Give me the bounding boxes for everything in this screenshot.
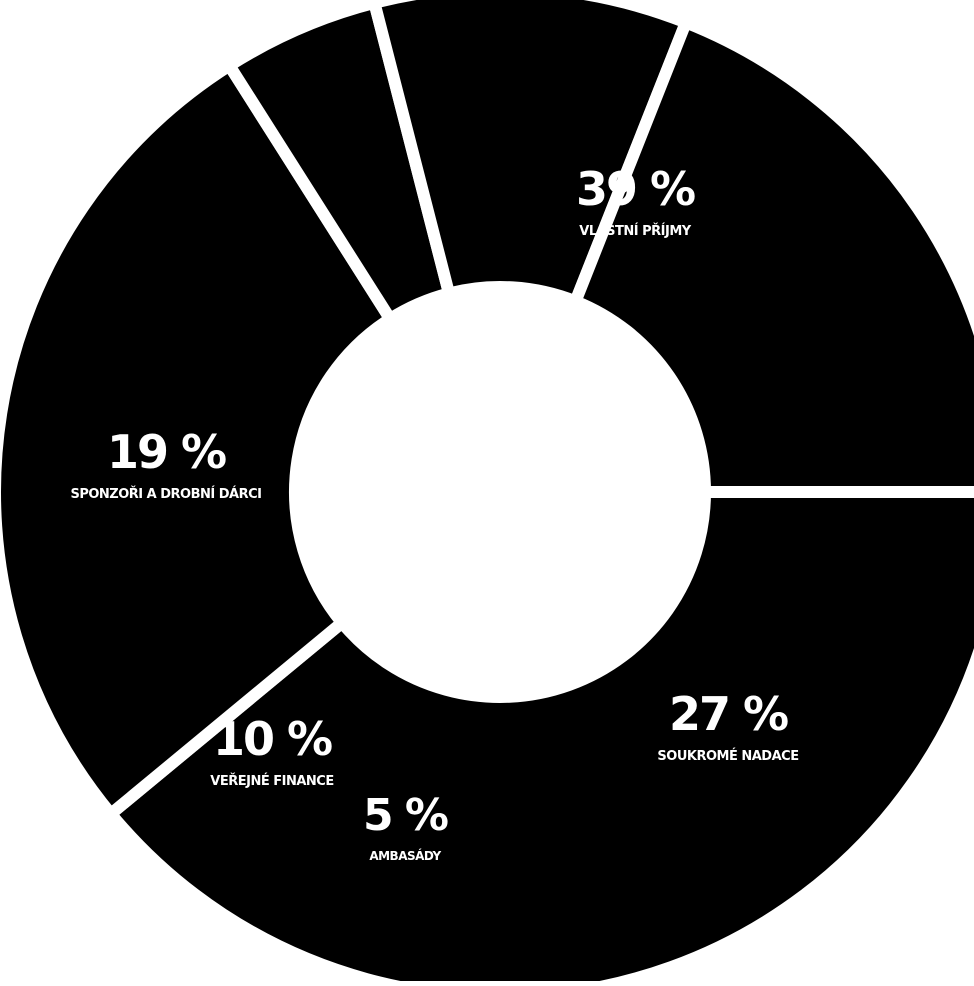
slice-category-label: SOUKROMÉ NADACE: [657, 748, 798, 764]
slice-value-label: 27 %: [669, 687, 788, 741]
labels-layer: 39 % VLASTNÍ PŘÍJMY 27 % SOUKROMÉ NADACE 5 %…: [70, 162, 799, 863]
slice-category-label: VLASTNÍ PŘÍJMY: [579, 223, 692, 239]
pie-slice: [567, 14, 974, 498]
donut-hole: [295, 287, 705, 697]
slice-category-label: VEŘEJNÉ FINANCE: [210, 773, 333, 789]
slice-value-label: 39 %: [576, 162, 695, 216]
slice-category-label: AMBASÁDY: [369, 848, 441, 863]
slice-value-label: 19 %: [107, 425, 226, 479]
slice-value-label: 5 %: [363, 790, 448, 841]
slice-value-label: 10 %: [213, 712, 332, 766]
slice-category-label: SPONZOŘI A DROBNÍ DÁRCI: [70, 486, 261, 502]
